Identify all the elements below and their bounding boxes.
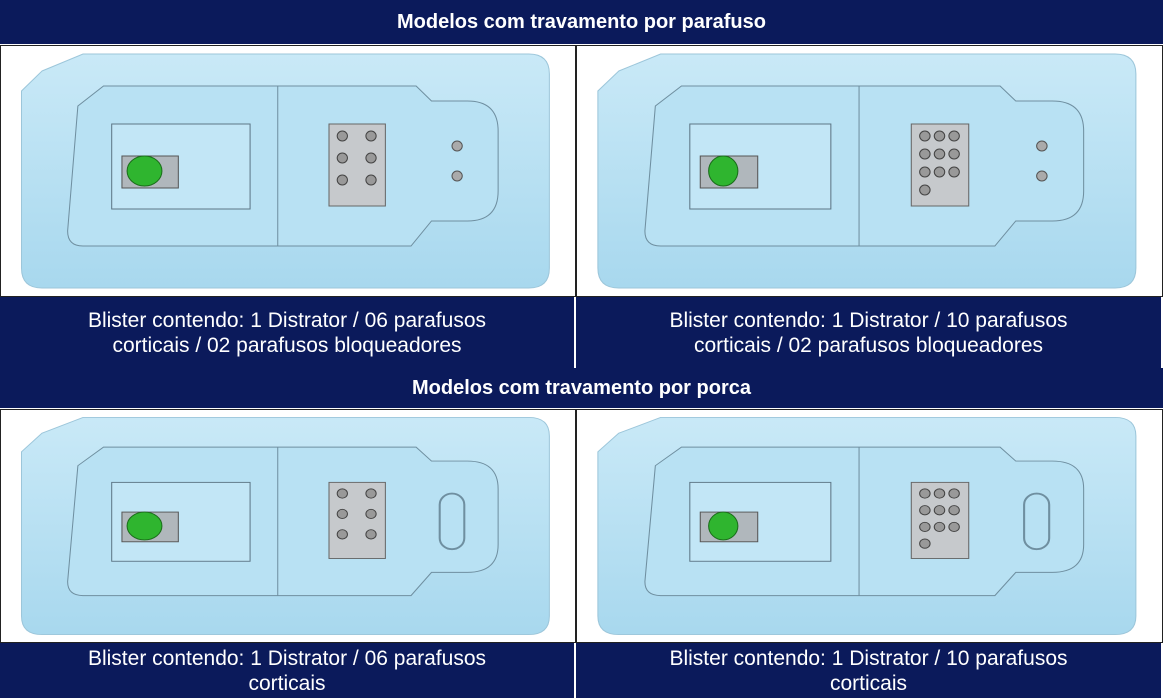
blister-image: [0, 45, 576, 297]
section-header: Modelos com travamento por parafuso: [0, 0, 1163, 45]
caption-line: corticais / 02 parafusos bloqueadores: [693, 333, 1044, 357]
blister-drawing: [20, 53, 550, 289]
caption-line: corticais / 02 parafusos bloqueadores: [112, 333, 462, 357]
blister-image: [576, 45, 1163, 297]
blister-drawing: [597, 53, 1137, 289]
caption: Blister contendo: 1 Distrator / 10 paraf…: [576, 297, 1163, 368]
caption: Blister contendo: 1 Distrator / 06 paraf…: [0, 643, 576, 698]
section-header: Modelos com travamento por porca: [0, 368, 1163, 409]
caption: Blister contendo: 1 Distrator / 06 paraf…: [0, 297, 576, 368]
caption-line: Blister contendo: 1 Distrator / 06 paraf…: [87, 646, 487, 670]
caption: Blister contendo: 1 Distrator / 10 paraf…: [576, 643, 1163, 698]
blister-image: [0, 409, 576, 643]
caption-line: Blister contendo: 1 Distrator / 06 paraf…: [87, 308, 487, 332]
caption-line: corticais: [829, 671, 908, 695]
caption-line: corticais: [248, 671, 326, 695]
blister-drawing: [20, 416, 550, 636]
caption-line: Blister contendo: 1 Distrator / 10 paraf…: [669, 308, 1068, 332]
blister-drawing: [597, 416, 1137, 636]
blister-image: [576, 409, 1163, 643]
caption-line: Blister contendo: 1 Distrator / 10 paraf…: [669, 646, 1068, 670]
